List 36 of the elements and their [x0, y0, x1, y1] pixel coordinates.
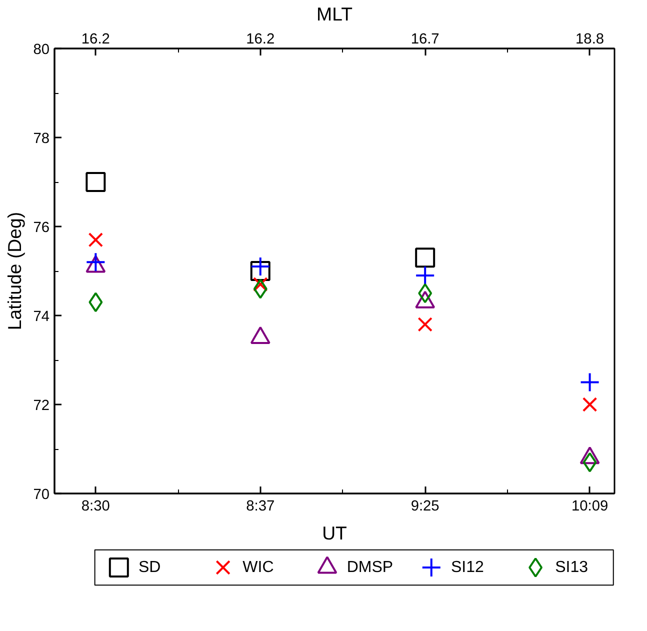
point	[86, 172, 106, 192]
point	[418, 317, 432, 332]
point	[582, 452, 597, 472]
x-tick-label: 10:09	[571, 498, 608, 514]
y-axis-title: Latitude (Deg)	[4, 212, 26, 330]
x-tick-label: 9:25	[410, 498, 440, 514]
y-tick-label: 70	[33, 487, 50, 503]
y-tick-label: 78	[33, 131, 50, 147]
point	[88, 232, 104, 248]
legend-label: WIC	[242, 559, 274, 576]
y-tick-label: 80	[33, 42, 50, 58]
legend-label: DMSP	[346, 559, 394, 576]
legend-label: SI13	[555, 559, 588, 576]
point	[88, 292, 103, 312]
legend-label: SD	[138, 559, 161, 576]
x2-axis-title: MLT	[316, 4, 352, 24]
text: 16.2	[246, 32, 275, 48]
y-tick-label: 74	[33, 309, 50, 325]
point	[418, 283, 432, 304]
point	[582, 397, 598, 412]
point	[415, 265, 436, 286]
point	[250, 261, 270, 281]
point	[250, 256, 270, 277]
y-tick-label: 72	[33, 398, 50, 414]
text: 18.8	[576, 32, 604, 48]
text: 16.2	[81, 32, 110, 48]
point	[415, 248, 436, 268]
point	[253, 276, 268, 292]
x-tick-label: 8:37	[246, 498, 275, 514]
point	[253, 278, 268, 299]
x-axis-title: UT	[322, 522, 347, 544]
text: 16.7	[410, 32, 440, 48]
legend-label: SI12	[450, 559, 484, 576]
y-tick-label: 76	[33, 220, 50, 236]
point	[580, 372, 600, 392]
x-tick-label: 8:30	[81, 498, 110, 514]
